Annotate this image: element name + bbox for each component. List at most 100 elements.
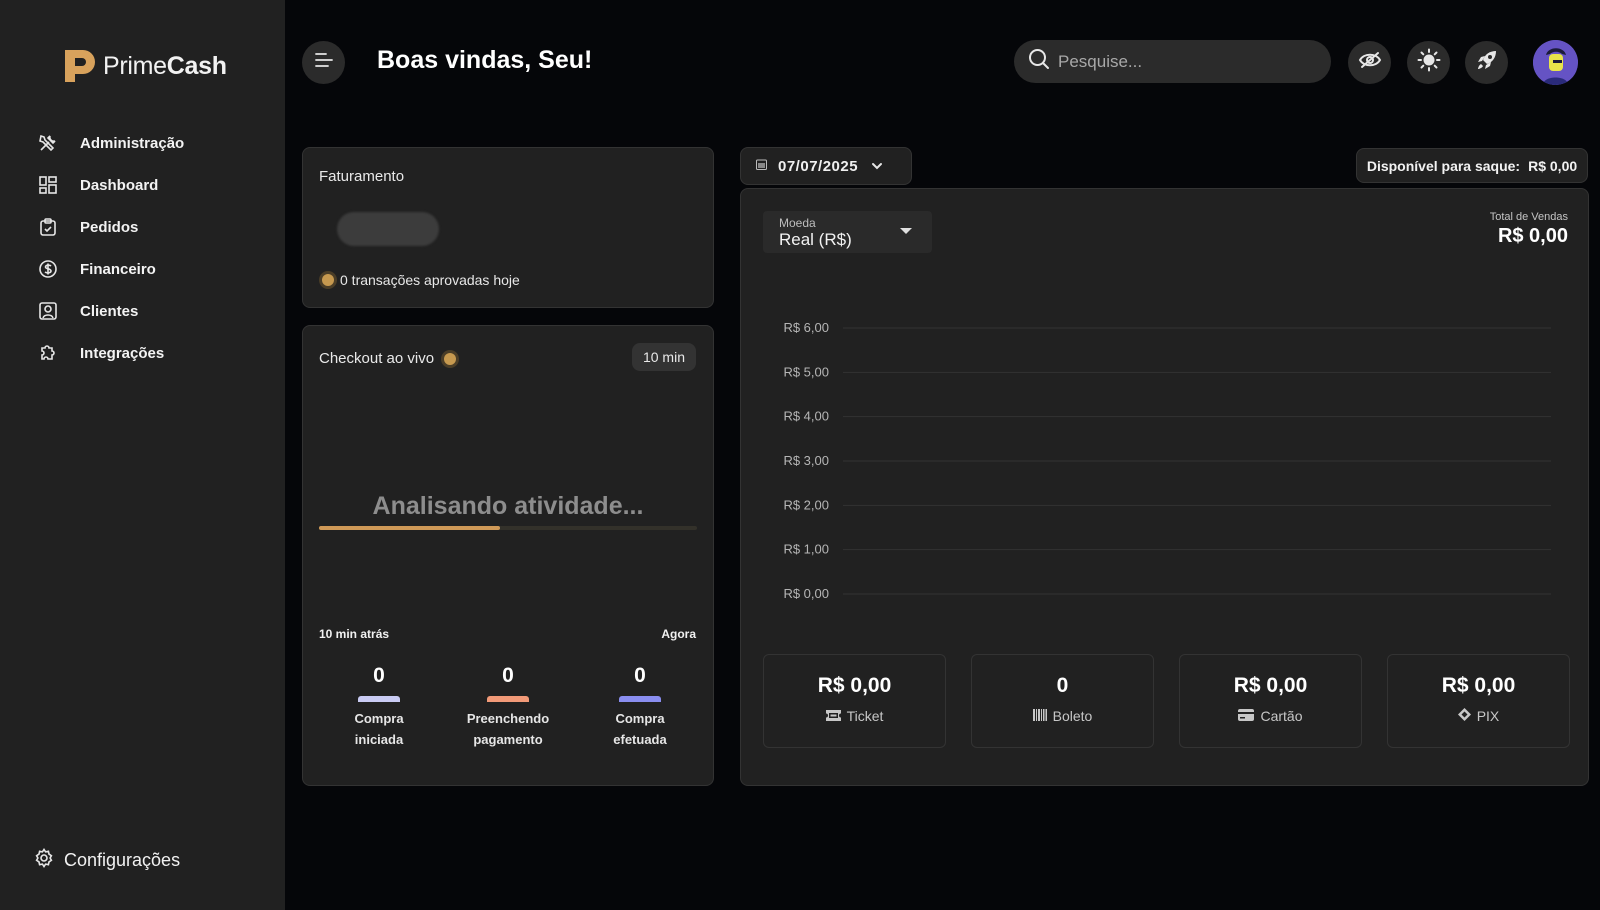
available-balance-label: Disponível para saque:	[1366, 157, 1521, 174]
currency-select-label: Moeda	[779, 216, 816, 230]
chevron-down-icon	[871, 157, 883, 175]
sales-chart-card: Moeda Real (R$) Total de Vendas R$ 0,00 …	[740, 188, 1589, 786]
payment-label-row: Cartão	[1180, 708, 1361, 724]
notifications-button[interactable]	[1465, 41, 1508, 84]
search-input[interactable]	[1058, 51, 1308, 72]
payment-value: 0	[1056, 674, 1069, 697]
credit-card-icon	[1238, 708, 1255, 724]
gear-icon	[34, 848, 54, 873]
chart-y-tick-label: R$ 2,00	[783, 497, 829, 512]
sidebar-item-integracoes[interactable]: Integrações	[38, 332, 184, 374]
payment-value: R$ 0,00	[1441, 674, 1516, 697]
dashboard-icon	[38, 175, 58, 195]
currency-select[interactable]: Moeda Real (R$)	[763, 211, 932, 253]
status-dot-icon	[322, 274, 334, 286]
logo-mark-icon	[63, 48, 97, 84]
stat-preenchendo-pagamento: 0 Preenchendo pagamento	[448, 664, 568, 750]
puzzle-icon	[38, 343, 58, 363]
rocket-icon	[1475, 48, 1499, 77]
sidebar-item-label: Administração	[80, 134, 185, 152]
chart-y-tick-label: R$ 3,00	[783, 453, 829, 468]
payment-label: Cartão	[1260, 708, 1303, 724]
logo-text: PrimeCash	[103, 52, 227, 81]
tools-icon	[38, 133, 58, 153]
hide-values-button[interactable]	[1348, 41, 1391, 84]
pix-icon	[1457, 708, 1471, 724]
time-window-button[interactable]: 10 min	[631, 343, 696, 371]
analyzing-status: Analisando atividade...	[372, 492, 644, 520]
user-badge-icon	[38, 301, 58, 321]
transactions-text: 0 transações aprovadas hoje	[340, 272, 520, 288]
sidebar-item-label: Dashboard	[80, 176, 159, 194]
checkout-live-title-text: Checkout ao vivo	[319, 350, 435, 367]
live-dot-icon	[444, 352, 457, 365]
total-sales-value: R$ 0,00	[1497, 225, 1568, 247]
transactions-status: 0 transações aprovadas hoje	[319, 272, 520, 288]
payment-cartao-card: R$ 0,00 Cartão	[1179, 654, 1362, 748]
faturamento-title: Faturamento	[319, 168, 405, 185]
faturamento-card: Faturamento 0 transações aprovadas hoje	[302, 147, 714, 308]
sidebar-item-pedidos[interactable]: Pedidos	[38, 206, 184, 248]
analyzing-progress-bar	[319, 526, 697, 530]
settings-button[interactable]: Configurações	[34, 848, 180, 873]
logo-text-cash: Cash	[166, 51, 227, 80]
payment-value: R$ 0,00	[817, 674, 892, 697]
payment-label-row: PIX	[1388, 708, 1569, 724]
date-filter-button[interactable]: 07/07/2025	[740, 147, 912, 185]
checkout-live-card: Checkout ao vivo 10 min Analisando ativi…	[302, 325, 714, 786]
sidebar-item-dashboard[interactable]: Dashboard	[38, 164, 184, 206]
faturamento-hidden-value	[337, 212, 439, 246]
payment-value: R$ 0,00	[1233, 674, 1308, 697]
chart-y-tick-label: R$ 4,00	[783, 409, 829, 424]
sidebar-item-financeiro[interactable]: Financeiro	[38, 248, 184, 290]
stat-value: 0	[634, 664, 646, 687]
sales-chart: R$ 0,00 R$ 1,00 R$ 2,00 R$ 3,00 R$ 4,00 R$ 5,…	[783, 320, 1551, 601]
eye-off-icon	[1358, 50, 1382, 75]
logo[interactable]: PrimeCash	[63, 47, 227, 85]
stat-label: Preenchendo pagamento	[466, 711, 550, 747]
chart-y-tick-label: R$ 0,00	[783, 586, 829, 601]
analyzing-progress-fill	[319, 526, 501, 530]
checkout-live-title: Checkout ao vivo	[319, 350, 462, 367]
stat-color-swatch	[619, 696, 661, 702]
caret-down-icon	[900, 228, 912, 234]
payment-ticket-card: R$ 0,00 Ticket	[763, 654, 946, 748]
stat-value: 0	[502, 664, 514, 687]
chart-y-tick-label: R$ 1,00	[783, 542, 829, 557]
stat-compra-efetuada: 0 Compra efetuada	[580, 664, 700, 750]
payment-label: Ticket	[846, 708, 884, 724]
barcode-icon	[1032, 708, 1047, 724]
sidebar-item-label: Pedidos	[80, 218, 139, 236]
total-sales-label: Total de Vendas	[1489, 211, 1568, 223]
menu-icon	[314, 52, 334, 73]
stat-color-swatch	[487, 696, 529, 702]
payment-label-row: Boleto	[972, 708, 1153, 724]
chart-y-tick-label: R$ 5,00	[783, 364, 829, 379]
settings-label: Configurações	[64, 850, 181, 870]
sidebar-nav: Administração Dashboard Pedidos Financei…	[38, 122, 184, 374]
search-bar[interactable]	[1014, 40, 1331, 83]
payment-pix-card: R$ 0,00 PIX	[1387, 654, 1570, 748]
ticket-icon	[825, 708, 841, 724]
sidebar: PrimeCash Administração Dashboard Pedido…	[0, 0, 285, 910]
stat-compra-iniciada: 0 Compra iniciada	[319, 664, 439, 750]
clipboard-icon	[38, 217, 58, 237]
search-icon	[1028, 48, 1050, 75]
payment-label: PIX	[1476, 708, 1500, 724]
date-filter-value: 07/07/2025	[778, 157, 859, 175]
sidebar-item-administracao[interactable]: Administração	[38, 122, 184, 164]
sidebar-item-clientes[interactable]: Clientes	[38, 290, 184, 332]
calendar-icon	[756, 157, 767, 175]
theme-toggle-button[interactable]	[1407, 41, 1450, 84]
stat-label: Compra efetuada	[613, 711, 667, 747]
sidebar-item-label: Clientes	[80, 302, 139, 320]
chart-y-tick-label: R$ 6,00	[783, 320, 829, 335]
payment-boleto-card: 0 Boleto	[971, 654, 1154, 748]
stat-label: Compra iniciada	[354, 711, 404, 747]
stat-value: 0	[373, 664, 385, 687]
available-balance-value: R$ 0,00	[1528, 157, 1578, 174]
sidebar-item-label: Financeiro	[80, 260, 156, 278]
timeline-end-label: Agora	[661, 627, 696, 641]
avatar[interactable]	[1533, 40, 1578, 85]
menu-toggle-button[interactable]	[302, 41, 345, 84]
